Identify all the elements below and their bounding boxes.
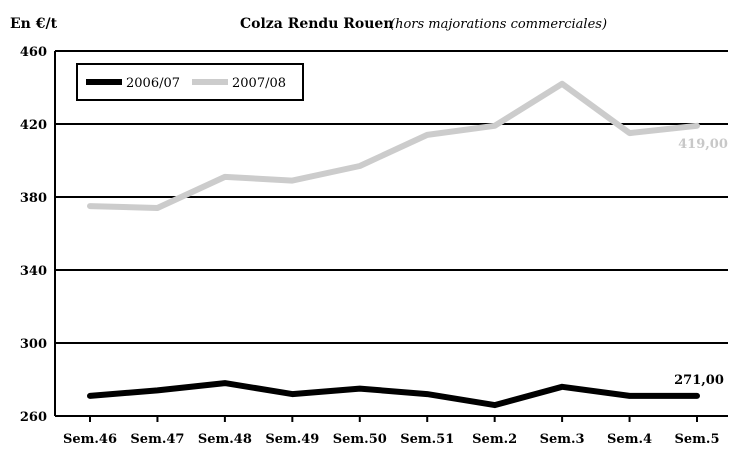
legend-label-2007-08: 2007/08 [232, 76, 286, 91]
chart-title: Colza Rendu Rouen [240, 16, 394, 32]
x-tick-label: Sem.49 [265, 432, 319, 447]
x-tick-label: Sem.48 [198, 432, 252, 447]
legend: 2006/07 2007/08 [76, 63, 304, 101]
y-tick-label-380: 380 [20, 191, 47, 206]
y-tick-label-460: 460 [20, 45, 47, 60]
y-tick-label-340: 340 [20, 264, 47, 279]
x-tick-label: Sem.5 [675, 432, 720, 447]
series-lines [87, 80, 700, 409]
y-axis: 260 300 340 380 420 460 [20, 45, 56, 425]
chart-subtitle: (hors majorations commerciales) [390, 17, 607, 32]
end-value-labels: 419,00 271,00 [674, 137, 728, 388]
x-tick-label: Sem.3 [540, 432, 585, 447]
end-label-2006-07: 271,00 [674, 373, 724, 388]
x-tick-label: Sem.46 [63, 432, 117, 447]
x-tick-label: Sem.50 [333, 432, 387, 447]
x-tick-label: Sem.51 [400, 432, 454, 447]
y-tick-label-300: 300 [20, 337, 47, 352]
series-line-2006-07 [87, 380, 700, 409]
x-tick-label: Sem.2 [472, 432, 517, 447]
x-axis: Sem.46 Sem.47 Sem.48 Sem.49 Sem.50 Sem.51 Sem.… [55, 415, 728, 447]
y-unit-label: En €/t [10, 16, 58, 32]
legend-label-2006-07: 2006/07 [126, 76, 180, 91]
y-tick-label-260: 260 [20, 410, 47, 425]
series-line-2007-08 [87, 80, 700, 211]
x-tick-label: Sem.47 [130, 432, 184, 447]
end-label-2007-08: 419,00 [678, 137, 728, 152]
legend-box [76, 63, 304, 101]
y-tick-label-420: 420 [20, 118, 47, 133]
grid-lines [55, 50, 728, 417]
x-tick-label: Sem.4 [607, 432, 652, 447]
